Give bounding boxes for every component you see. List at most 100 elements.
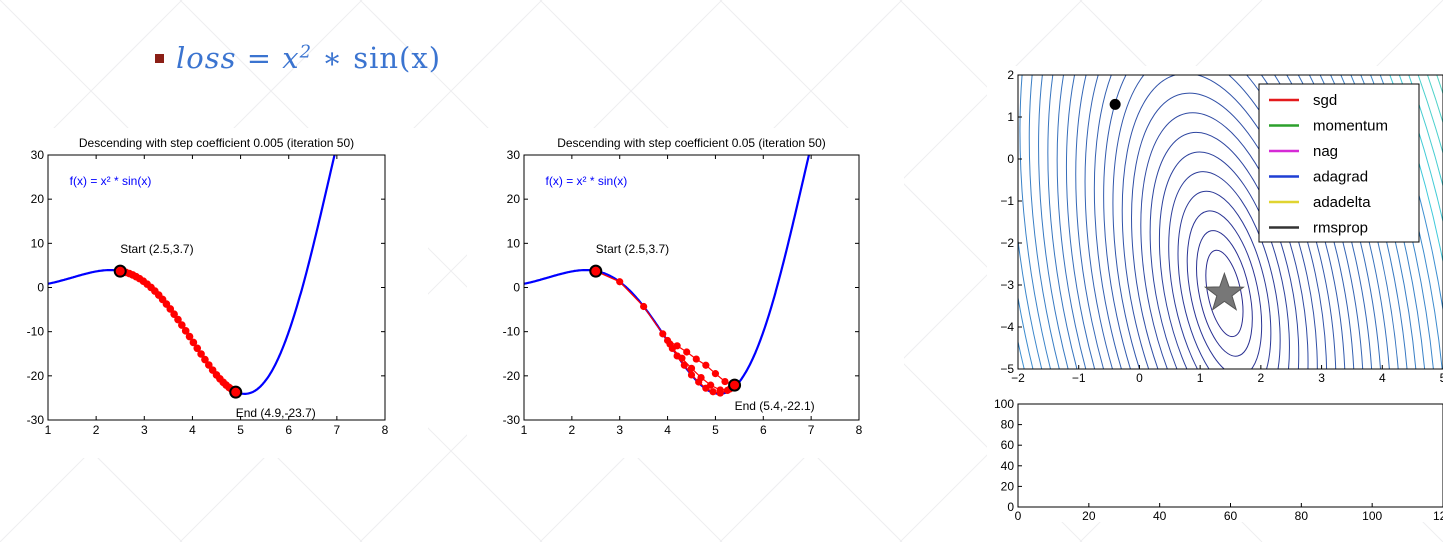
contour-line <box>1131 92 1318 369</box>
function-curve <box>48 155 336 395</box>
descent-point <box>680 361 688 369</box>
y-tick-label: 20 <box>507 192 521 206</box>
contour-line <box>1177 190 1272 369</box>
chart-step-0005-svg: Descending with step coefficient 0.005 (… <box>27 136 389 437</box>
x-tick-label: 1 <box>521 423 528 437</box>
formula-lhs: loss <box>176 41 237 75</box>
x-tick-label: 6 <box>760 423 767 437</box>
loss-x-tick-label: 100 <box>1362 509 1382 522</box>
y-tick-label: −1 <box>1000 194 1014 208</box>
descent-point <box>201 355 209 364</box>
descent-point <box>721 377 729 386</box>
x-tick-label: 5 <box>237 423 244 437</box>
x-tick-label: 2 <box>93 423 100 437</box>
contour-line <box>1168 171 1281 369</box>
y-tick-label: 30 <box>507 148 521 162</box>
x-tick-label: 1 <box>1197 371 1204 385</box>
descent-point <box>178 321 186 329</box>
x-tick-label: 4 <box>664 423 671 437</box>
x-tick-label: 4 <box>1379 371 1386 385</box>
descent-point <box>663 336 672 345</box>
y-tick-label: -20 <box>27 369 45 383</box>
x-tick-label: 5 <box>712 423 719 437</box>
descent-point <box>181 327 190 335</box>
end-marker <box>229 385 243 399</box>
contour-line <box>1028 75 1421 369</box>
x-tick-label: 7 <box>334 423 341 437</box>
y-tick-label: -10 <box>503 325 521 339</box>
descent-point <box>687 364 696 372</box>
y-tick-label: 1 <box>1007 110 1014 124</box>
contour-line <box>1056 75 1393 369</box>
function-curve <box>524 155 811 395</box>
descent-point <box>616 278 624 286</box>
function-label: f(x) = x² * sin(x) <box>70 174 152 188</box>
contour-lines <box>1018 75 1443 369</box>
contour-line <box>1018 75 1443 369</box>
loss-y-tick-label: 40 <box>1001 459 1015 473</box>
descent-point <box>687 371 696 379</box>
contour-line <box>1158 151 1290 369</box>
legend-label: adadelta <box>1313 194 1371 211</box>
contour-line <box>1084 75 1365 369</box>
y-tick-label: 0 <box>1007 152 1014 166</box>
legend-label: sgd <box>1313 92 1337 109</box>
x-tick-label: 2 <box>569 423 576 437</box>
y-tick-label: 2 <box>1007 68 1014 82</box>
loss-frame <box>1017 403 1443 508</box>
y-tick-label: -20 <box>503 369 521 383</box>
formula-equals: = <box>236 41 283 75</box>
x-tick-label: 8 <box>382 423 389 437</box>
loss-formula: loss = x2 ∗ sin(x) <box>176 41 441 75</box>
chart-step-0005: Descending with step coefficient 0.005 (… <box>0 128 428 458</box>
legend-box <box>1258 83 1420 243</box>
x-tick-label: 3 <box>1318 371 1325 385</box>
descent-point <box>683 348 691 356</box>
contour-line <box>1121 75 1328 369</box>
contour-line <box>1018 75 1443 369</box>
start-marker <box>589 264 603 278</box>
formula-rest: ∗ sin(x) <box>312 41 442 75</box>
contour-line <box>1018 75 1443 369</box>
x-tick-label: 1 <box>45 423 52 437</box>
loss-formula-heading: loss = x2 ∗ sin(x) <box>155 38 441 78</box>
contour-line <box>1018 75 1439 369</box>
x-tick-label: 6 <box>285 423 292 437</box>
descent-point <box>702 361 710 369</box>
chart-step-005: Descending with step coefficient 0.05 (i… <box>467 128 904 458</box>
contour-line <box>1186 210 1263 369</box>
chart-title: Descending with step coefficient 0.005 (… <box>79 136 354 150</box>
x-tick-label: 8 <box>856 423 863 437</box>
start-label: Start (2.5,3.7) <box>596 242 669 256</box>
legend-label: nag <box>1313 143 1338 160</box>
minimum-star <box>1203 271 1245 311</box>
x-tick-label: 2 <box>1258 371 1265 385</box>
descent-point <box>640 302 648 311</box>
contour-line <box>1149 131 1300 369</box>
contour-line <box>1019 75 1430 369</box>
start-label: Start (2.5,3.7) <box>120 242 193 256</box>
loss-x-tick-label: 120 <box>1433 509 1443 522</box>
y-tick-label: −4 <box>1000 320 1014 334</box>
descent-point <box>185 332 194 341</box>
x-tick-label: 5 <box>1440 371 1443 385</box>
start-point <box>1109 98 1121 110</box>
bullet-icon <box>155 53 164 63</box>
loss-x-tick-label: 80 <box>1295 509 1309 522</box>
end-marker <box>728 378 742 392</box>
y-tick-label: 0 <box>513 281 520 295</box>
y-tick-label: −3 <box>1000 278 1014 292</box>
descent-point <box>716 386 724 394</box>
end-label: End (4.9,-23.7) <box>236 406 316 420</box>
x-tick-label: 3 <box>616 423 623 437</box>
contour-frame <box>1017 74 1443 370</box>
x-tick-label: 4 <box>189 423 196 437</box>
descent-point <box>174 315 182 324</box>
loss-x-tick-label: 0 <box>1015 509 1022 522</box>
end-label: End (5.4,-22.1) <box>735 399 815 413</box>
descent-point <box>197 350 205 358</box>
chart-step-005-svg: Descending with step coefficient 0.05 (i… <box>503 136 863 437</box>
loss-y-tick-label: 0 <box>1007 500 1014 514</box>
y-tick-label: 20 <box>31 192 45 206</box>
legend-label: momentum <box>1313 118 1388 135</box>
